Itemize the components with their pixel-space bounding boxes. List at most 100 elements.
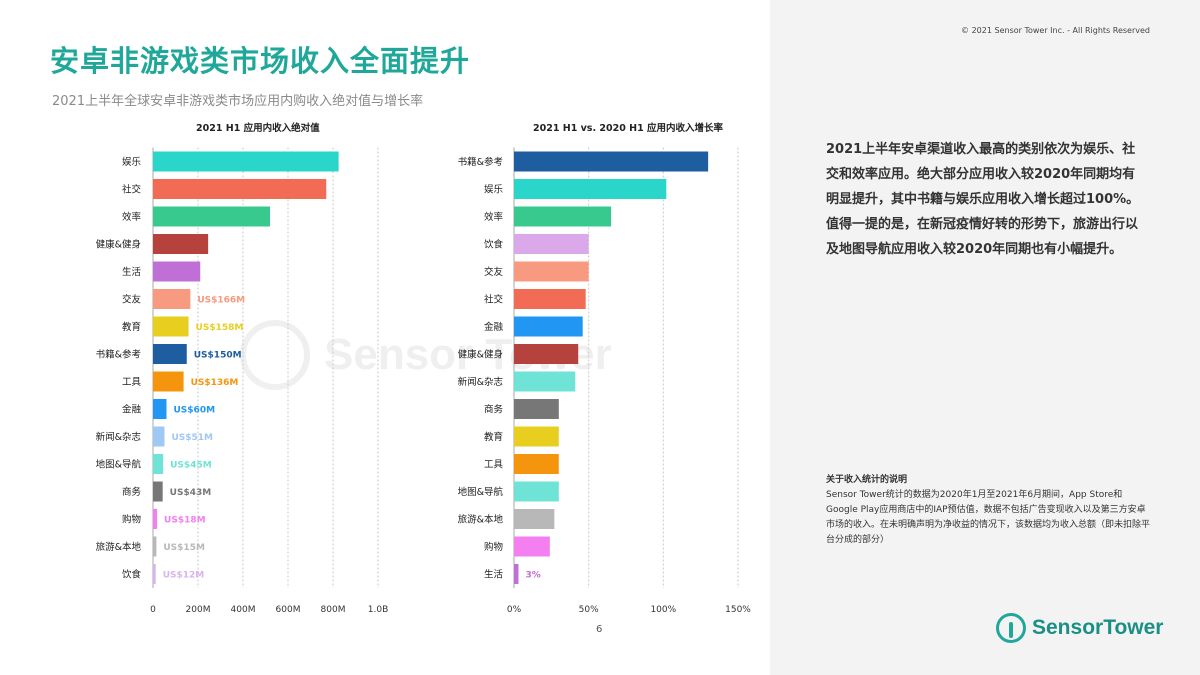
category-label: 新闻&杂志 — [458, 376, 503, 388]
bar — [514, 179, 667, 199]
x-tick-label: 150% — [725, 605, 751, 615]
data-label: US$18M — [164, 516, 206, 526]
bar — [153, 179, 327, 199]
bar — [153, 509, 158, 529]
page-title: 安卓非游戏类市场收入全面提升 — [50, 44, 471, 78]
data-label: US$12M — [163, 571, 205, 581]
category-label: 娱乐 — [122, 156, 142, 168]
x-tick-label: 600M — [276, 605, 301, 615]
data-label: US$15M — [163, 543, 205, 553]
bar — [514, 234, 589, 254]
bar — [153, 316, 189, 337]
bar — [514, 289, 586, 309]
logo-text: SensorTower — [1032, 616, 1164, 639]
bar — [514, 509, 555, 529]
category-label: 旅游&本地 — [96, 541, 142, 553]
category-label: 生活 — [484, 569, 504, 581]
category-label: 旅游&本地 — [458, 514, 504, 526]
category-label: 社交 — [484, 294, 504, 306]
category-label: 书籍&参考 — [96, 349, 141, 361]
data-label: US$150M — [194, 351, 242, 361]
category-label: 娱乐 — [484, 184, 504, 196]
sensor-tower-logo-icon — [996, 613, 1026, 643]
bar — [514, 426, 559, 447]
x-tick-label: 1.0B — [368, 605, 389, 615]
category-label: 金融 — [484, 321, 504, 333]
copyright-text: © 2021 Sensor Tower Inc. - All Rights Re… — [961, 26, 1150, 35]
category-label: 地图&导航 — [458, 486, 504, 498]
bar — [153, 399, 167, 419]
bar — [514, 261, 589, 282]
bar — [153, 481, 163, 502]
category-label: 商务 — [484, 404, 504, 416]
data-label: 3% — [525, 571, 540, 581]
bar — [514, 481, 559, 502]
category-label: 交友 — [122, 294, 142, 306]
left-panel — [0, 0, 770, 675]
chart-2-title: 2021 H1 vs. 2020 H1 应用内收入增长率 — [533, 123, 723, 134]
x-tick-label: 200M — [186, 605, 211, 615]
category-label: 新闻&杂志 — [96, 431, 141, 443]
x-tick-label: 800M — [321, 605, 346, 615]
chart-1-title: 2021 H1 应用内收入绝对值 — [196, 123, 320, 134]
bar — [514, 399, 559, 419]
note-body: Sensor Tower统计的数据为2020年1月至2021年6月期间，App … — [826, 490, 1151, 545]
category-label: 书籍&参考 — [458, 156, 503, 168]
category-label: 饮食 — [122, 569, 142, 581]
category-label: 健康&健身 — [96, 239, 141, 251]
bar — [153, 454, 164, 474]
bar — [153, 536, 157, 557]
category-label: 饮食 — [484, 239, 504, 251]
x-tick-label: 0 — [150, 605, 156, 615]
bar — [514, 454, 559, 474]
x-tick-label: 0% — [507, 605, 522, 615]
category-label: 教育 — [484, 431, 503, 443]
x-tick-label: 400M — [231, 605, 256, 615]
bar — [153, 344, 187, 364]
category-label: 商务 — [122, 486, 142, 498]
bar — [153, 564, 156, 584]
category-label: 生活 — [122, 266, 142, 278]
data-label: US$45M — [170, 461, 212, 471]
bar — [514, 344, 579, 364]
note-title: 关于收入统计的说明 — [826, 475, 908, 485]
data-label: US$51M — [171, 433, 213, 443]
data-note: 关于收入统计的说明 Sensor Tower统计的数据为2020年1月至2021… — [826, 473, 1150, 548]
category-label: 社交 — [122, 184, 142, 196]
bar — [514, 316, 583, 337]
bar — [514, 151, 709, 172]
category-label: 效率 — [122, 211, 142, 223]
category-label: 金融 — [122, 404, 142, 416]
bar — [153, 234, 209, 254]
bar — [153, 371, 184, 392]
category-label: 购物 — [484, 541, 504, 553]
bar — [153, 426, 165, 447]
x-tick-label: 100% — [650, 605, 676, 615]
data-label: US$158M — [196, 323, 244, 333]
category-label: 效率 — [484, 211, 504, 223]
category-label: 交友 — [484, 266, 504, 278]
bar — [514, 206, 612, 227]
bar — [514, 371, 576, 392]
bar — [153, 206, 270, 227]
sensor-tower-logo: SensorTower — [996, 613, 1163, 643]
category-label: 教育 — [122, 321, 141, 333]
right-panel — [770, 0, 1200, 675]
bar — [153, 261, 201, 282]
data-label: US$136M — [191, 378, 239, 388]
bar — [514, 564, 519, 584]
data-label: US$60M — [174, 406, 216, 416]
category-label: 地图&导航 — [96, 459, 142, 471]
bar — [153, 289, 191, 309]
page-subtitle: 2021上半年全球安卓非游戏类市场应用内购收入绝对值与增长率 — [52, 94, 424, 109]
data-label: US$166M — [197, 296, 245, 306]
page-number: 6 — [596, 624, 603, 635]
bar — [514, 536, 550, 557]
x-tick-label: 50% — [579, 605, 599, 615]
summary-description: 2021上半年安卓渠道收入最高的类别依次为娱乐、社交和效率应用。绝大部分应用收入… — [826, 142, 1140, 257]
category-label: 购物 — [122, 514, 142, 526]
data-label: US$43M — [170, 488, 212, 498]
category-label: 健康&健身 — [458, 349, 503, 361]
category-label: 工具 — [484, 460, 504, 471]
